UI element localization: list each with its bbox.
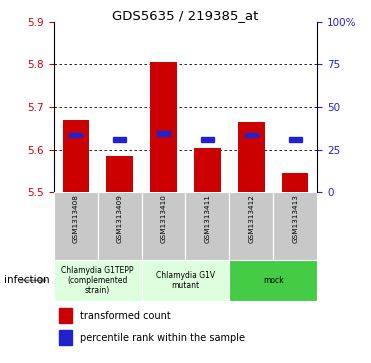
Text: transformed count: transformed count — [80, 311, 171, 321]
Bar — [273, 192, 317, 260]
Bar — [54, 260, 142, 301]
Text: GSM1313413: GSM1313413 — [292, 195, 298, 243]
Bar — [142, 260, 229, 301]
Bar — [142, 192, 186, 260]
Text: GSM1313412: GSM1313412 — [248, 195, 255, 243]
Text: percentile rank within the sample: percentile rank within the sample — [80, 333, 245, 343]
Text: infection: infection — [4, 276, 49, 285]
Bar — [201, 137, 214, 142]
Bar — [54, 192, 98, 260]
Bar — [229, 192, 273, 260]
Bar — [113, 137, 126, 142]
Text: mock: mock — [263, 276, 283, 285]
Text: Chlamydia G1TEPP
(complemented
strain): Chlamydia G1TEPP (complemented strain) — [62, 265, 134, 295]
Bar — [282, 173, 308, 192]
Bar — [157, 131, 170, 136]
Bar — [186, 192, 229, 260]
Bar — [245, 133, 258, 137]
Bar — [63, 120, 89, 192]
Bar — [69, 133, 82, 137]
Bar — [98, 192, 142, 260]
Bar — [289, 137, 302, 142]
Text: Chlamydia G1V
mutant: Chlamydia G1V mutant — [156, 271, 215, 290]
Text: GSM1313410: GSM1313410 — [161, 195, 167, 243]
Bar — [229, 260, 317, 301]
Text: GSM1313408: GSM1313408 — [73, 195, 79, 243]
Text: GSM1313411: GSM1313411 — [204, 195, 210, 243]
Text: GDS5635 / 219385_at: GDS5635 / 219385_at — [112, 9, 259, 22]
Bar — [59, 330, 72, 345]
Bar — [194, 148, 221, 192]
Bar — [238, 122, 265, 192]
Bar — [150, 62, 177, 192]
Bar — [106, 156, 133, 192]
Text: GSM1313409: GSM1313409 — [116, 195, 123, 243]
Bar — [59, 308, 72, 323]
